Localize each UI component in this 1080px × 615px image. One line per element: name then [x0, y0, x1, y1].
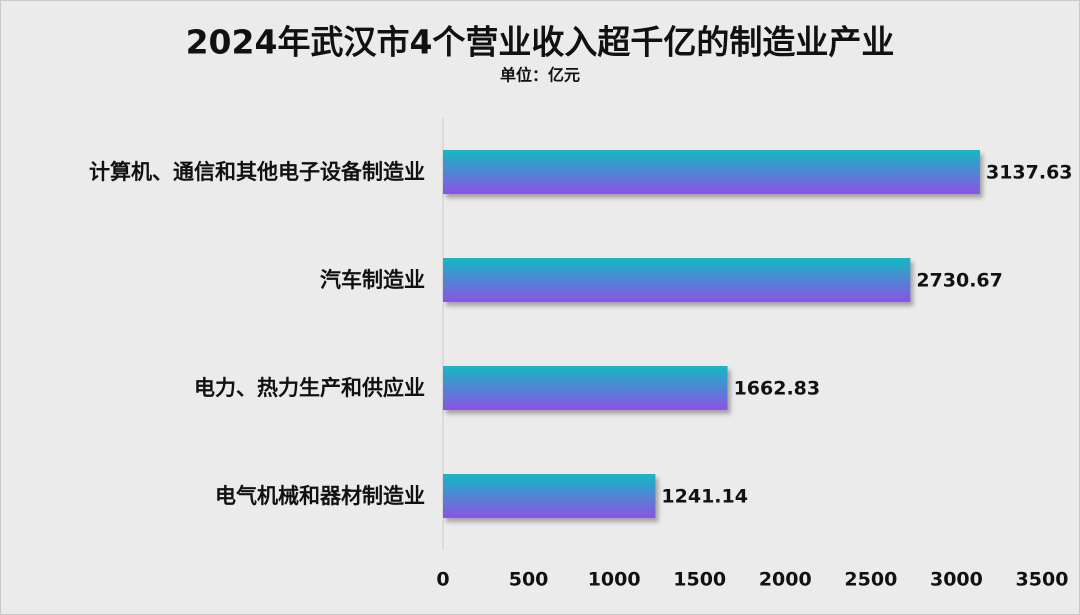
- y-tick-label: 电力、热力生产和供应业: [194, 376, 425, 400]
- value-label: 2730.67: [916, 270, 1003, 292]
- x-tick-label: 3000: [930, 569, 983, 591]
- x-tick-label: 500: [509, 569, 549, 591]
- bar: [443, 474, 656, 518]
- chart-subtitle: 单位：亿元: [500, 66, 580, 85]
- y-tick-label: 汽车制造业: [320, 268, 425, 292]
- x-tick-label: 1500: [673, 569, 726, 591]
- y-tick-label: 电气机械和器材制造业: [215, 484, 425, 508]
- y-tick-label: 计算机、通信和其他电子设备制造业: [89, 160, 425, 184]
- x-tick-label: 3500: [1016, 569, 1069, 591]
- value-label: 1662.83: [734, 378, 821, 400]
- x-tick-label: 0: [436, 569, 449, 591]
- value-label: 1241.14: [661, 486, 748, 508]
- bar: [443, 366, 728, 410]
- x-tick-label: 1000: [588, 569, 641, 591]
- bar: [443, 150, 980, 194]
- x-tick-label: 2000: [759, 569, 812, 591]
- x-tick-label: 2500: [844, 569, 897, 591]
- value-label: 3137.63: [986, 162, 1073, 184]
- bar: [443, 258, 911, 302]
- chart-title: 2024年武汉市4个营业收入超千亿的制造业产业: [186, 23, 895, 62]
